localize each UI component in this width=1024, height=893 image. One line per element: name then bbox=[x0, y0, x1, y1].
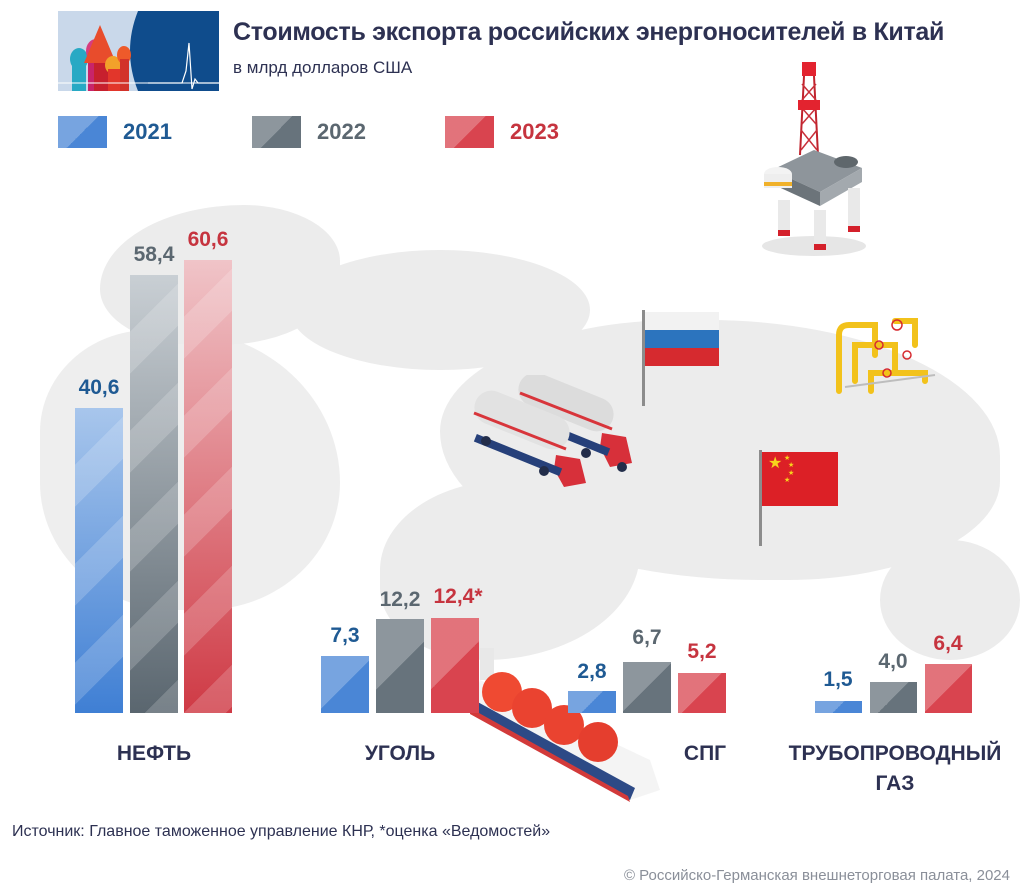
oil-platform-icon bbox=[752, 60, 872, 260]
bar-pipeline-2022 bbox=[870, 682, 917, 713]
chart-title: Стоимость экспорта российских энергоноси… bbox=[233, 18, 945, 46]
legend-item-2023: 2023 bbox=[445, 116, 559, 148]
value-oil-2022: 58,4 bbox=[133, 243, 175, 266]
category-label-pipeline-line2: ГАЗ bbox=[875, 772, 915, 795]
value-lng-2021: 2,8 bbox=[577, 660, 607, 683]
bar-coal-2021 bbox=[321, 656, 369, 713]
legend-label-2023: 2023 bbox=[510, 119, 559, 144]
kremlin-logo bbox=[58, 11, 219, 91]
legend-swatch-2022 bbox=[252, 116, 301, 148]
legend-swatch-2021 bbox=[58, 116, 107, 148]
value-coal-2023: 12,4* bbox=[433, 585, 483, 608]
value-pipeline-2022: 4,0 bbox=[878, 650, 908, 673]
bar-coal-2023 bbox=[431, 618, 479, 713]
category-label-lng: СПГ bbox=[683, 742, 727, 765]
bar-pipeline-2021 bbox=[815, 701, 862, 713]
category-label-oil: НЕФТЬ bbox=[116, 742, 192, 765]
china-flag-icon: ★ ★ ★ ★ ★ bbox=[758, 450, 840, 546]
value-oil-2023: 60,6 bbox=[187, 228, 229, 251]
source-note: Источник: Главное таможенное управление … bbox=[12, 823, 551, 840]
bar-oil-2022 bbox=[130, 275, 178, 713]
bar-coal-2022 bbox=[376, 619, 424, 713]
value-oil-2021: 40,6 bbox=[78, 376, 120, 399]
bar-pipeline-2023 bbox=[925, 664, 972, 713]
value-pipeline-2021: 1,5 bbox=[823, 668, 853, 691]
category-label-pipeline-line1: ТРУБОПРОВОДНЫЙ bbox=[788, 742, 1002, 765]
lng-ship-icon bbox=[470, 640, 670, 805]
legend-label-2022: 2022 bbox=[317, 119, 366, 144]
legend-item-2021: 2021 bbox=[58, 116, 172, 148]
bar-oil-2023 bbox=[184, 260, 232, 713]
pipeline-valves-icon bbox=[835, 315, 940, 395]
legend-label-2021: 2021 bbox=[123, 119, 172, 144]
tanker-trucks-icon bbox=[462, 372, 642, 490]
value-coal-2022: 12,2 bbox=[379, 588, 421, 611]
russia-flag-icon bbox=[640, 310, 720, 406]
category-label-coal: УГОЛЬ bbox=[364, 742, 436, 765]
value-lng-2022: 6,7 bbox=[632, 626, 662, 649]
legend-item-2022: 2022 bbox=[252, 116, 366, 148]
bar-lng-2023 bbox=[678, 673, 726, 713]
bar-lng-2021 bbox=[568, 691, 616, 713]
bar-oil-2021 bbox=[75, 408, 123, 713]
value-pipeline-2023: 6,4 bbox=[933, 632, 963, 655]
legend-swatch-2023 bbox=[445, 116, 494, 148]
value-coal-2021: 7,3 bbox=[330, 624, 360, 647]
copyright-note: © Российско-Германская внешнеторговая па… bbox=[623, 867, 1010, 884]
bar-lng-2022 bbox=[623, 662, 671, 713]
value-lng-2023: 5,2 bbox=[687, 640, 717, 663]
chart-subtitle: в млрд долларов США bbox=[233, 58, 413, 77]
